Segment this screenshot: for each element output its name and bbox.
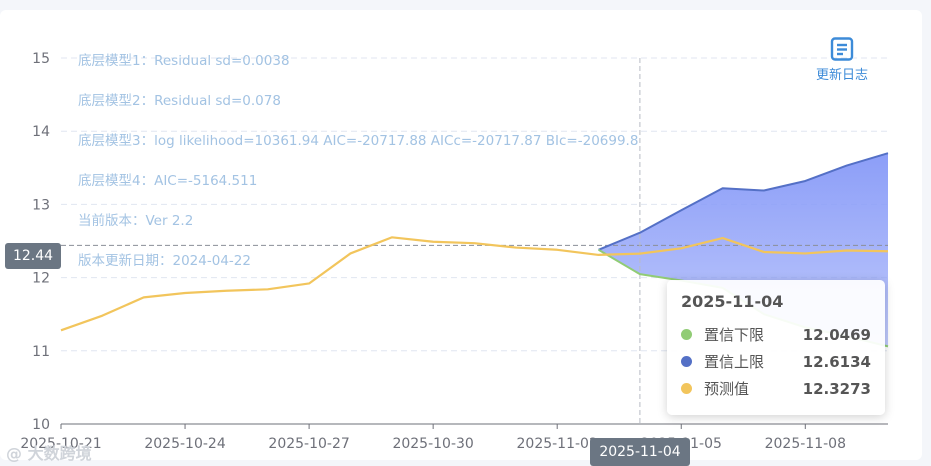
changelog-button[interactable]: 更新日志 — [806, 37, 878, 83]
x-tick-label: 2025-11-08 — [765, 436, 846, 452]
y-tick-label: 12 — [32, 271, 50, 287]
series-line-upper — [598, 152, 889, 251]
x-tick-label: 2025-10-30 — [392, 436, 473, 452]
x-tick-label: 2025-10-27 — [268, 436, 349, 452]
tooltip-row-forecast: 预测值 12.3273 — [681, 375, 871, 402]
series-marker-upper — [681, 356, 692, 367]
tooltip-label: 预测值 — [704, 380, 750, 398]
y-tick-label: 13 — [32, 197, 50, 213]
series-line-forecast — [60, 236, 889, 332]
note-model-4: 底层模型4：AIC=-5164.511 — [78, 173, 258, 189]
x-tick-label: 2025-11-02 — [517, 436, 598, 452]
y-tick-label: 10 — [32, 417, 50, 433]
tooltip-label: 置信上限 — [704, 353, 765, 371]
chart-card: 10 11 12 13 14 15 2025-10-21 2025-10-24 2025-10-… — [0, 10, 922, 466]
y-tick-label: 14 — [32, 124, 50, 140]
note-version: 当前版本：Ver 2.2 — [78, 213, 194, 229]
note-model-1: 底层模型1：Residual sd=0.0038 — [78, 53, 290, 69]
series-marker-forecast — [681, 383, 692, 394]
tooltip-row-lower: 置信下限 12.0469 — [681, 321, 871, 348]
y-tick-label: 15 — [32, 51, 50, 67]
x-tick-label: 2025-10-24 — [144, 436, 225, 452]
series-marker-lower — [681, 329, 692, 340]
axis-pointer-x-label: 2025-11-04 — [590, 438, 690, 466]
changelog-label: 更新日志 — [815, 68, 868, 83]
document-icon — [830, 37, 854, 61]
tooltip-label: 置信下限 — [704, 326, 765, 344]
data-tooltip: 2025-11-04 置信下限 12.0469 置信上限 12.6134 预测值… — [667, 280, 885, 415]
tooltip-row-upper: 置信上限 12.6134 — [681, 348, 871, 375]
note-model-2: 底层模型2：Residual sd=0.078 — [78, 93, 281, 109]
note-update-date: 版本更新日期：2024-04-22 — [78, 253, 251, 269]
axis-pointer-y-label: 12.44 — [5, 243, 61, 269]
watermark: @ 大数跨境 — [6, 444, 92, 463]
note-model-3: 底层模型3：log likelihood=10361.94 AIC=-20717… — [78, 133, 639, 149]
tooltip-value: 12.3273 — [802, 379, 871, 398]
tooltip-value: 12.0469 — [802, 325, 871, 344]
tooltip-value: 12.6134 — [802, 352, 871, 371]
tooltip-title: 2025-11-04 — [681, 292, 784, 311]
x-tick-label: 2025-10-21 — [20, 436, 101, 452]
y-tick-label: 11 — [32, 344, 50, 360]
